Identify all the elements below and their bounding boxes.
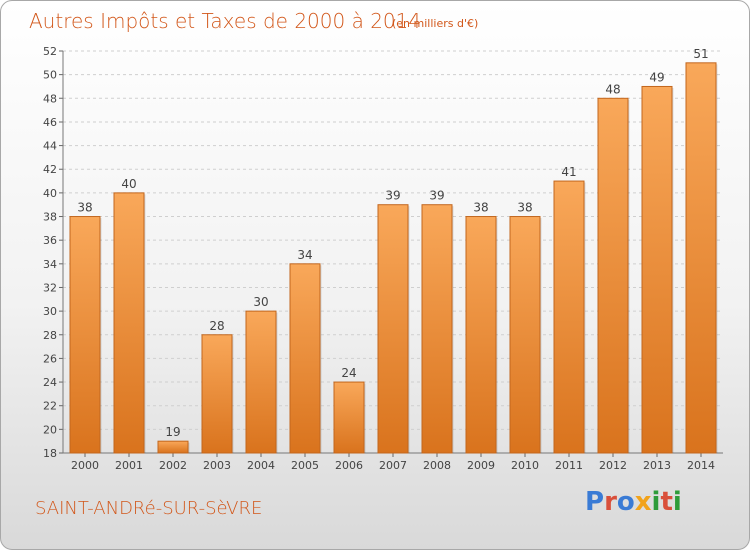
logo-letter: t (660, 487, 673, 517)
bar (377, 204, 409, 454)
bar (509, 216, 541, 454)
x-tick-label: 2005 (291, 459, 319, 472)
bar (289, 263, 321, 454)
bar (69, 216, 101, 454)
bar-value-label: 30 (253, 295, 268, 309)
bar-2007 (377, 204, 410, 454)
bar (465, 216, 497, 454)
bar-2012 (597, 97, 630, 454)
x-tick-label: 2011 (555, 459, 583, 472)
x-tick-label: 2009 (467, 459, 495, 472)
bar-value-label: 39 (429, 189, 444, 203)
y-tick-label: 18 (43, 447, 57, 460)
bar-value-label: 19 (165, 425, 180, 439)
logo-letter: i (651, 487, 661, 517)
x-tick-label: 2007 (379, 459, 407, 472)
x-tick-label: 2012 (599, 459, 627, 472)
bar-2009 (465, 216, 498, 454)
y-tick-label: 36 (43, 234, 57, 247)
bars (69, 62, 718, 454)
bar-2013 (641, 85, 674, 454)
bar-2005 (289, 263, 322, 454)
x-tick-label: 2006 (335, 459, 363, 472)
data-labels: 38 40 19 28 30 34 24 39 39 38 38 41 48 49 51 (77, 47, 708, 439)
logo-letter: x (634, 487, 652, 517)
commune-name: SAINT-ANDRé-SUR-SèVRE (35, 498, 263, 519)
bar-2001 (113, 192, 146, 454)
bar-value-label: 24 (341, 366, 356, 380)
y-tick-label: 30 (43, 305, 57, 318)
bar (245, 310, 277, 454)
y-tick-label: 50 (43, 69, 57, 82)
x-tick-label: 2003 (203, 459, 231, 472)
logo-letter: i (672, 487, 682, 517)
bar-2004 (245, 310, 278, 454)
y-tick-label: 42 (43, 163, 57, 176)
bar-value-label: 40 (121, 177, 136, 191)
y-tick-label: 44 (43, 140, 57, 153)
y-tick-label: 34 (43, 258, 57, 271)
x-tick-label: 2001 (115, 459, 143, 472)
bar-2014 (685, 62, 718, 454)
y-tick-label: 40 (43, 187, 57, 200)
bar (201, 334, 233, 454)
x-tick-label: 2008 (423, 459, 451, 472)
logo-letter: o (616, 487, 635, 517)
bar-value-label: 48 (605, 82, 620, 96)
bar-2006 (333, 381, 366, 454)
y-tick-label: 46 (43, 116, 57, 129)
bar-2000 (69, 216, 102, 454)
bar (113, 192, 145, 454)
x-tick-label: 2004 (247, 459, 275, 472)
chart-title: Autres Impôts et Taxes de 2000 à 2014 (29, 9, 422, 33)
bar (333, 381, 365, 454)
bar (421, 204, 453, 454)
y-tick-label: 26 (43, 352, 57, 365)
x-tick-label: 2010 (511, 459, 539, 472)
bar-value-label: 38 (77, 201, 92, 215)
logo-letter: P (585, 487, 605, 517)
bar-value-label: 38 (517, 201, 532, 215)
bar (157, 440, 189, 454)
y-tick-label: 22 (43, 400, 57, 413)
y-tick-label: 28 (43, 329, 57, 342)
x-tick-label: 2000 (71, 459, 99, 472)
y-tick-label: 52 (43, 45, 57, 58)
bar-2011 (553, 180, 586, 454)
bar-2010 (509, 216, 542, 454)
bar-value-label: 41 (561, 165, 576, 179)
x-tick-label: 2014 (687, 459, 715, 472)
bar (597, 97, 629, 454)
axes: 18 20 22 24 26 28 30 32 34 36 38 40 42 44 46 48 50 52 2000… (43, 45, 723, 472)
chart-unit-note: (en milliers d'€) (392, 17, 479, 30)
bar-2008 (421, 204, 454, 454)
bar-value-label: 49 (649, 70, 664, 84)
proxiti-logo[interactable]: Proxiti (585, 487, 682, 517)
y-tick-label: 38 (43, 211, 57, 224)
x-tick-label: 2013 (643, 459, 671, 472)
bar-value-label: 38 (473, 201, 488, 215)
bar-value-label: 51 (693, 47, 708, 61)
x-tick-label: 2002 (159, 459, 187, 472)
y-tick-label: 32 (43, 281, 57, 294)
y-tick-label: 48 (43, 92, 57, 105)
logo-letter: r (604, 487, 617, 517)
bar-value-label: 39 (385, 189, 400, 203)
bar (641, 85, 673, 454)
y-tick-label: 24 (43, 376, 57, 389)
bar (685, 62, 717, 454)
y-tick-label: 20 (43, 423, 57, 436)
bar-value-label: 34 (297, 248, 312, 262)
bar-2003 (201, 334, 234, 454)
bar-value-label: 28 (209, 319, 224, 333)
bar (553, 180, 585, 454)
bar-2002 (157, 440, 190, 454)
